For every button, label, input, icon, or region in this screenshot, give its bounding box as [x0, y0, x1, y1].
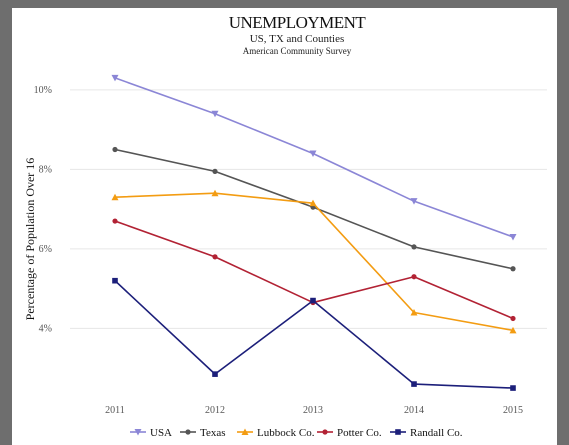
data-point	[410, 309, 418, 316]
data-point	[411, 381, 417, 387]
unemployment-line-chart: UNEMPLOYMENT US, TX and Counties America…	[23, 13, 547, 439]
data-point	[309, 150, 317, 157]
data-point	[510, 266, 516, 272]
series-line	[114, 280, 514, 389]
y-tick-label: 6%	[39, 244, 52, 255]
y-axis-label: Percentage of Population Over 16	[23, 158, 37, 321]
data-point	[211, 110, 219, 118]
data-point	[112, 277, 118, 284]
data-point	[111, 193, 119, 201]
data-point	[212, 371, 218, 377]
y-tick-labels: 4% 6% 8% 10%	[34, 85, 52, 335]
series-line	[114, 192, 514, 332]
data-point	[309, 199, 317, 207]
x-tick-label: 2014	[404, 405, 424, 416]
legend-swatch-marker	[241, 428, 249, 435]
data-point	[211, 189, 219, 197]
legend-item: USA	[130, 427, 172, 439]
legend-label: Randall Co.	[410, 427, 463, 439]
data-point	[510, 385, 516, 391]
chart-panel: UNEMPLOYMENT US, TX and Counties America…	[12, 8, 557, 445]
legend-swatch-marker	[395, 429, 401, 435]
x-tick-label: 2013	[303, 405, 323, 416]
data-point	[212, 254, 218, 260]
chart-subtitle: US, TX and Counties	[250, 33, 345, 45]
grid-lines	[70, 89, 547, 329]
data-point	[112, 146, 118, 153]
legend-item: Texas	[180, 427, 226, 439]
data-series	[111, 74, 517, 391]
chart-source: American Community Survey	[243, 46, 352, 56]
data-point	[509, 233, 517, 241]
legend-label: Potter Co.	[337, 427, 382, 439]
y-tick-label: 8%	[39, 164, 52, 175]
legend-swatch-marker	[134, 429, 142, 436]
x-tick-label: 2015	[503, 405, 523, 416]
x-tick-label: 2011	[105, 405, 125, 416]
data-point	[411, 244, 417, 250]
y-tick-label: 4%	[39, 323, 52, 334]
chart-title: UNEMPLOYMENT	[229, 13, 367, 32]
y-tick-label: 10%	[34, 85, 52, 96]
legend-swatch-marker	[322, 429, 328, 435]
legend-item: Potter Co.	[317, 427, 382, 439]
series-line	[114, 77, 514, 238]
legend: USA Texas Lubbock Co. Potter Co. Randall Co.	[130, 427, 463, 439]
x-tick-label: 2012	[205, 405, 225, 416]
data-point	[112, 218, 118, 224]
legend-swatch-marker	[185, 429, 191, 435]
data-point	[212, 168, 218, 174]
series-potter-co	[112, 218, 516, 322]
series-randall-co	[112, 277, 516, 391]
legend-item: Lubbock Co.	[237, 427, 315, 439]
legend-label: USA	[150, 427, 172, 439]
legend-label: Texas	[200, 427, 226, 439]
legend-item: Randall Co.	[390, 427, 463, 439]
series-texas	[112, 146, 516, 272]
series-usa	[111, 74, 517, 241]
data-point	[510, 315, 516, 322]
data-point	[410, 198, 418, 205]
legend-label: Lubbock Co.	[257, 427, 315, 439]
data-point	[310, 297, 316, 304]
data-point	[411, 274, 417, 280]
data-point	[509, 326, 517, 334]
data-point	[111, 74, 119, 82]
series-lubbock-co	[111, 189, 517, 334]
x-tick-labels: 2011 2012 2013 2014 2015	[105, 405, 523, 416]
